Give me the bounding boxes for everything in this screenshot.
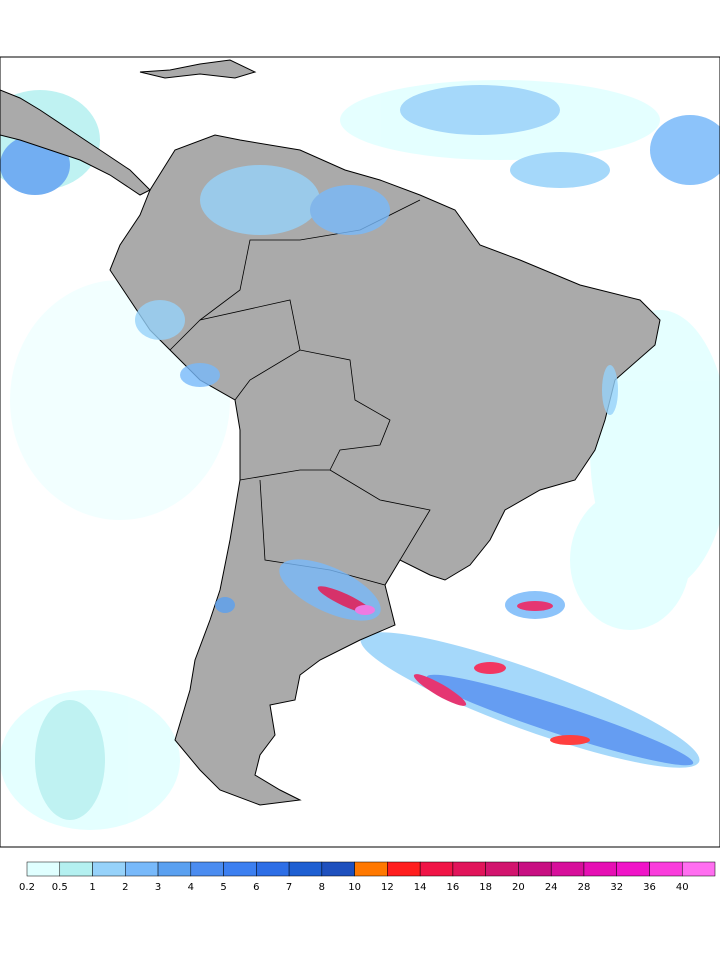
colorbar-label: 1 bbox=[89, 882, 95, 893]
colorbar-label: 6 bbox=[253, 882, 259, 893]
colorbar-label: 2 bbox=[122, 882, 128, 893]
colorbar-label: 24 bbox=[545, 882, 558, 893]
colorbar-label: 12 bbox=[381, 882, 394, 893]
colorbar-box bbox=[125, 861, 159, 877]
colorbar-box bbox=[288, 861, 323, 877]
colorbar-box bbox=[59, 861, 93, 877]
cuba bbox=[139, 59, 257, 79]
colorbar-label: 32 bbox=[610, 882, 623, 893]
colorbar-box bbox=[157, 861, 192, 877]
colorbar-box bbox=[649, 861, 683, 877]
colorbar-label: 3 bbox=[155, 882, 161, 893]
colorbar-box bbox=[26, 861, 61, 877]
colorbar-box bbox=[354, 861, 388, 877]
colorbar-label: 5 bbox=[220, 882, 226, 893]
colorbar-label: 20 bbox=[512, 882, 525, 893]
precip-ocean bbox=[0, 80, 720, 830]
colorbar-label: 0.5 bbox=[52, 882, 68, 893]
colorbar-box bbox=[321, 861, 355, 877]
south-america bbox=[109, 134, 661, 806]
colorbar-box bbox=[485, 861, 519, 877]
colorbar-label: 10 bbox=[348, 882, 361, 893]
colorbar-label: 14 bbox=[414, 882, 427, 893]
colorbar-label: 40 bbox=[676, 882, 689, 893]
precip-land bbox=[135, 165, 618, 621]
colorbar-label: 8 bbox=[319, 882, 325, 893]
colorbar-label: 4 bbox=[188, 882, 194, 893]
colorbar-label: 18 bbox=[479, 882, 492, 893]
colorbar-label: 36 bbox=[643, 882, 656, 893]
colorbar-box bbox=[419, 861, 454, 877]
colorbar-box bbox=[550, 861, 585, 877]
colorbar-box bbox=[452, 861, 486, 877]
colorbar-label: 28 bbox=[578, 882, 591, 893]
colorbar: 0.2 0.5 1 2 3 4 5 6 7 8 10 12 14 16 18 20 24 28 32 36 40 bbox=[19, 861, 716, 893]
map-frame bbox=[0, 56, 720, 848]
colorbar-box bbox=[681, 861, 716, 877]
colorbar-box bbox=[92, 861, 126, 877]
colorbar-box bbox=[387, 861, 421, 877]
colorbar-label: 7 bbox=[286, 882, 292, 893]
colorbar-label: 16 bbox=[447, 882, 460, 893]
map-area bbox=[0, 57, 720, 847]
colorbar-box bbox=[223, 861, 257, 877]
colorbar-box bbox=[256, 861, 290, 877]
land bbox=[0, 59, 661, 806]
central-america bbox=[0, 89, 151, 196]
colorbar-box bbox=[190, 861, 224, 877]
colorbar-box bbox=[583, 861, 617, 877]
colorbar-box bbox=[518, 861, 552, 877]
colorbar-label: 0.2 bbox=[19, 882, 35, 893]
colorbar-box bbox=[616, 861, 650, 877]
